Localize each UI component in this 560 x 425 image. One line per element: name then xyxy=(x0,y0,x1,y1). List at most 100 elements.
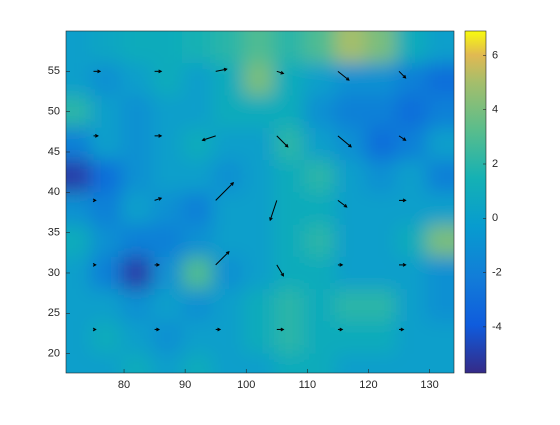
contour-cell xyxy=(120,127,153,162)
arrow-shaft xyxy=(276,135,289,148)
arrow xyxy=(337,70,350,81)
arrow-head xyxy=(269,217,273,222)
colorbar-tick-label: 0 xyxy=(492,212,498,224)
contour-cell xyxy=(243,289,275,323)
contour-cell xyxy=(243,63,275,97)
contour-cell xyxy=(212,127,245,162)
contour-cell xyxy=(151,256,184,291)
arrow-head xyxy=(402,137,407,141)
colorbar-tick-label: 2 xyxy=(492,158,498,170)
arrow xyxy=(398,135,407,141)
arrow-head xyxy=(201,137,206,142)
contour-cell xyxy=(243,160,275,194)
contour-cell xyxy=(66,192,92,226)
contour-cell xyxy=(120,160,153,194)
contour-cell xyxy=(182,256,214,291)
contour-cell xyxy=(90,224,122,258)
arrow-head xyxy=(158,69,163,74)
arrow-head xyxy=(97,69,102,74)
contour-cell xyxy=(212,31,245,65)
arrow-head xyxy=(92,327,97,332)
contour-cell xyxy=(365,256,397,291)
arrow xyxy=(215,67,228,72)
contour-cell xyxy=(182,160,214,194)
arrow xyxy=(399,327,405,332)
contour-cell xyxy=(151,95,184,129)
contour-cell xyxy=(90,289,122,323)
x-tick-label: 130 xyxy=(420,379,438,391)
field xyxy=(66,31,454,373)
contour-cell xyxy=(243,321,275,355)
contour-cell xyxy=(273,224,306,258)
contour-cell xyxy=(243,31,275,65)
contour-cell xyxy=(365,31,397,65)
contour-cell xyxy=(395,289,428,323)
arrow xyxy=(201,135,216,142)
arrow-head xyxy=(339,263,344,267)
contour-cell xyxy=(120,321,153,355)
contour-cell xyxy=(212,95,245,129)
contour-cell xyxy=(212,63,245,97)
contour-cell xyxy=(334,31,367,65)
contour-cell xyxy=(334,192,367,226)
contour-cell xyxy=(365,160,397,194)
arrow-shaft xyxy=(269,200,278,221)
contour-cell xyxy=(426,63,454,97)
contour-cell xyxy=(120,353,153,373)
colorbar-tick-label: -4 xyxy=(492,321,502,333)
arrow-head xyxy=(225,250,230,255)
contour-cell xyxy=(66,127,92,162)
arrow-shaft xyxy=(398,70,406,79)
arrow-head xyxy=(158,133,163,138)
y-tick-label: 20 xyxy=(48,348,60,360)
contour-cell xyxy=(395,63,428,97)
arrow xyxy=(92,327,97,332)
contour-cell xyxy=(182,63,214,97)
contour-cell xyxy=(120,95,153,129)
arrow xyxy=(276,135,289,148)
arrow-head xyxy=(400,327,405,332)
contour-cell xyxy=(426,160,454,194)
contour-cell xyxy=(365,192,397,226)
contour-cell xyxy=(90,63,122,97)
contour-cell xyxy=(151,63,184,97)
arrow xyxy=(92,263,97,267)
arrow-head xyxy=(348,143,352,148)
contour-cell xyxy=(243,224,275,258)
arrow-head xyxy=(156,263,161,267)
contour-cell xyxy=(395,353,428,373)
contour-cell xyxy=(426,256,454,291)
x-tick-label: 80 xyxy=(118,379,130,391)
arrow xyxy=(337,263,344,267)
contour-cell xyxy=(151,321,184,355)
arrow xyxy=(154,327,161,332)
arrow xyxy=(93,133,99,138)
contour-cell xyxy=(182,321,214,355)
arrow xyxy=(93,69,102,74)
contour-cell xyxy=(151,289,184,323)
contour-cell xyxy=(395,127,428,162)
arrow-shaft xyxy=(202,135,216,141)
contour-cell xyxy=(90,95,122,129)
colorbar-tick-label: 6 xyxy=(492,49,498,61)
arrow xyxy=(154,133,163,138)
contour-cell xyxy=(395,31,428,65)
x-tick-label: 110 xyxy=(299,379,317,391)
contour-cell xyxy=(66,63,92,97)
contour-cell xyxy=(66,95,92,129)
arrow-head xyxy=(280,272,284,277)
contour-cell xyxy=(182,289,214,323)
arrow-head xyxy=(92,198,97,203)
y-tick-label: 50 xyxy=(48,106,60,118)
contour-cell xyxy=(365,63,397,97)
contour-cell xyxy=(182,192,214,226)
contour-cell xyxy=(426,321,454,355)
contour-cell xyxy=(66,289,92,323)
contour-cell xyxy=(426,353,454,373)
contour-cell xyxy=(273,289,306,323)
contour-cell xyxy=(243,192,275,226)
arrow xyxy=(269,200,278,222)
contour-cell xyxy=(304,353,336,373)
contour-cell xyxy=(334,63,367,97)
